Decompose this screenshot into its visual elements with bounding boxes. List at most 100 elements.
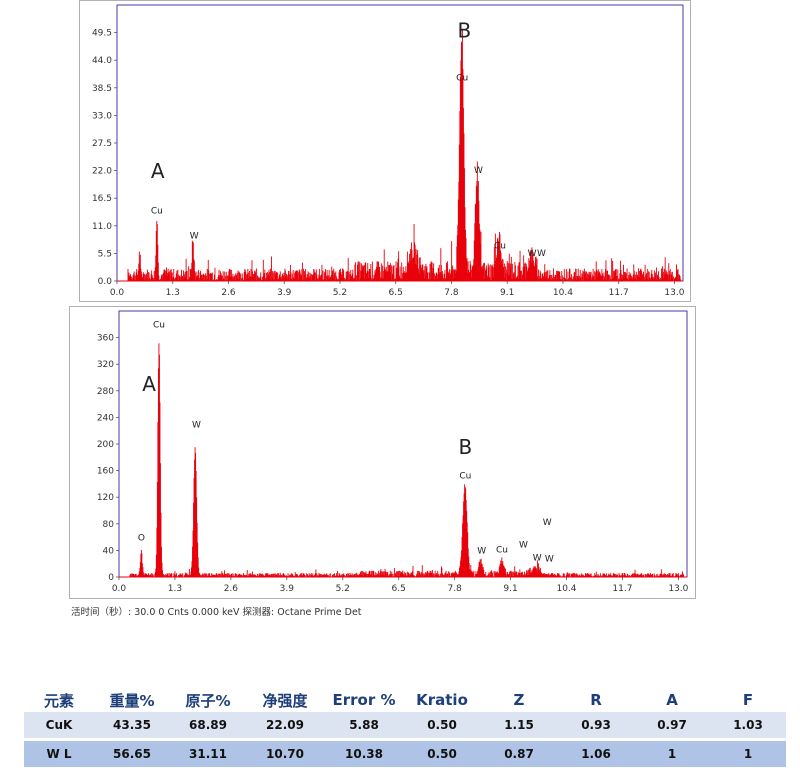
- spectrum-series: [129, 343, 686, 577]
- peak-label: W: [543, 518, 552, 528]
- acquisition-caption: 活时间（秒）: 30.0 0 Cnts 0.000 keV 探测器: Octan…: [71, 607, 362, 618]
- peak-label: Cu: [151, 206, 163, 216]
- table-cell: 1: [743, 747, 753, 761]
- peak-label: W: [545, 555, 554, 565]
- table-cell: 10.38: [345, 747, 383, 761]
- table-cell: 0.97: [657, 718, 687, 732]
- peak-label: W: [190, 231, 199, 241]
- y-tick-label: 40: [103, 546, 115, 556]
- y-tick-label: 200: [97, 440, 114, 450]
- table-cell: 31.11: [189, 747, 227, 761]
- x-tick-label: 13.0: [668, 584, 688, 594]
- region-label: A: [151, 159, 165, 183]
- peak-label: W: [474, 166, 483, 176]
- table-cell: 1.06: [581, 747, 611, 761]
- region-label: A: [142, 372, 156, 396]
- header-cell: 净强度: [262, 691, 308, 710]
- y-tick-label: 33.0: [92, 111, 112, 121]
- y-tick-label: 160: [97, 467, 114, 477]
- y-tick-label: 49.5: [92, 29, 112, 39]
- peak-label: Cu: [456, 73, 468, 83]
- x-tick-label: 6.5: [389, 288, 403, 298]
- table-cell: 43.35: [113, 718, 151, 732]
- header-cell: R: [590, 691, 602, 709]
- plot-frame: [118, 310, 688, 578]
- spectrum-panel-bottom: 0 40 80 120 160 200 240 280 320 360 0.0 1.3 2.6 3.9 5.…: [69, 306, 696, 599]
- x-tick-label: 3.9: [277, 288, 292, 298]
- header-cell: 重量%: [109, 691, 155, 710]
- y-tick-label: 38.5: [92, 84, 112, 94]
- header-cell: 原子%: [185, 691, 231, 710]
- x-tick-label: 1.3: [168, 584, 182, 594]
- x-tick-label: 2.6: [221, 288, 236, 298]
- table-cell: 56.65: [113, 747, 151, 761]
- table-cell: 0.93: [581, 718, 611, 732]
- header-cell: Kratio: [416, 691, 468, 709]
- header-cell: Error %: [332, 691, 396, 709]
- y-tick-label: 44.0: [92, 56, 112, 66]
- peak-label: Cu: [153, 321, 165, 331]
- y-tick-label: 320: [97, 360, 114, 370]
- table-cell: 10.70: [266, 747, 304, 761]
- x-tick-label: 0.0: [110, 288, 125, 298]
- table-cell: 1: [667, 747, 677, 761]
- table-cell: 5.88: [349, 718, 379, 732]
- x-tick-label: 10.4: [556, 584, 576, 594]
- x-tick-label: 1.3: [166, 288, 180, 298]
- spectrum-chart-bottom: 0 40 80 120 160 200 240 280 320 360 0.0 1.3 2.6 3.9 5.…: [97, 310, 689, 594]
- y-tick-label: 80: [103, 520, 115, 530]
- y-tick-label: 27.5: [92, 139, 112, 149]
- header-cell: Z: [513, 691, 525, 709]
- x-tick-label: 7.8: [444, 288, 459, 298]
- peak-label: Cu: [459, 472, 471, 482]
- plot-frame: [116, 4, 684, 282]
- x-tick-label: 5.2: [333, 288, 347, 298]
- spectrum-chart-top: 0.0 5.5 11.0 16.5 22.0 27.5 33.0 38.5 44.0 49.5 0.…: [92, 4, 685, 298]
- y-tick-label: 22.0: [92, 167, 112, 177]
- peak-label: W: [537, 249, 546, 259]
- x-tick-label: 6.5: [392, 584, 406, 594]
- x-tick-label: 9.1: [500, 288, 514, 298]
- table-row: CuK 43.35 68.89 22.09 5.88 0.50 1.15 0.9…: [24, 712, 786, 738]
- spectrum-panel-top: 0.0 5.5 11.0 16.5 22.0 27.5 33.0 38.5 44.0 49.5 0.…: [79, 0, 691, 302]
- peak-label: W: [192, 420, 201, 430]
- y-tick-label: 120: [97, 493, 114, 503]
- region-label: B: [457, 19, 471, 43]
- table-cell: 1.03: [733, 718, 763, 732]
- table-header: 元素 重量% 原子% 净强度 Error % Kratio Z R A F: [24, 690, 786, 710]
- peak-label: Cu: [496, 545, 508, 555]
- peak-label: W: [533, 553, 542, 563]
- y-tick-label: 0.0: [98, 277, 113, 287]
- x-tick-label: 0.0: [112, 584, 127, 594]
- table-cell: 0.87: [504, 747, 534, 761]
- y-tick-label: 280: [97, 387, 114, 397]
- region-label: B: [459, 435, 473, 459]
- header-cell: A: [666, 691, 678, 709]
- peak-label: O: [138, 533, 145, 543]
- y-tick-label: 360: [97, 334, 114, 344]
- y-tick-label: 16.5: [92, 194, 112, 204]
- header-cell: 元素: [43, 691, 74, 710]
- composition-table: 元素 重量% 原子% 净强度 Error % Kratio Z R A F Cu…: [24, 690, 786, 767]
- y-tick-label: 240: [97, 413, 114, 423]
- table-cell: 0.50: [427, 747, 457, 761]
- y-tick-label: 11.0: [92, 222, 112, 232]
- y-tick-label: 5.5: [98, 249, 112, 259]
- table-cell: W L: [46, 747, 72, 761]
- peak-label: W: [519, 541, 528, 551]
- x-tick-label: 5.2: [336, 584, 350, 594]
- table-cell: 22.09: [266, 718, 304, 732]
- x-tick-label: 11.7: [612, 584, 632, 594]
- peak-label: W: [477, 547, 486, 557]
- spectrum-series: [127, 28, 682, 281]
- table-cell: CuK: [45, 718, 73, 732]
- x-tick-label: 3.9: [280, 584, 295, 594]
- x-tick-label: 10.4: [553, 288, 573, 298]
- x-tick-label: 9.1: [503, 584, 517, 594]
- x-tick-label: 7.8: [447, 584, 462, 594]
- x-tick-label: 13.0: [664, 288, 684, 298]
- table-cell: 68.89: [189, 718, 227, 732]
- header-cell: F: [742, 691, 754, 709]
- table-cell: 1.15: [504, 718, 534, 732]
- y-tick-label: 0: [108, 573, 114, 583]
